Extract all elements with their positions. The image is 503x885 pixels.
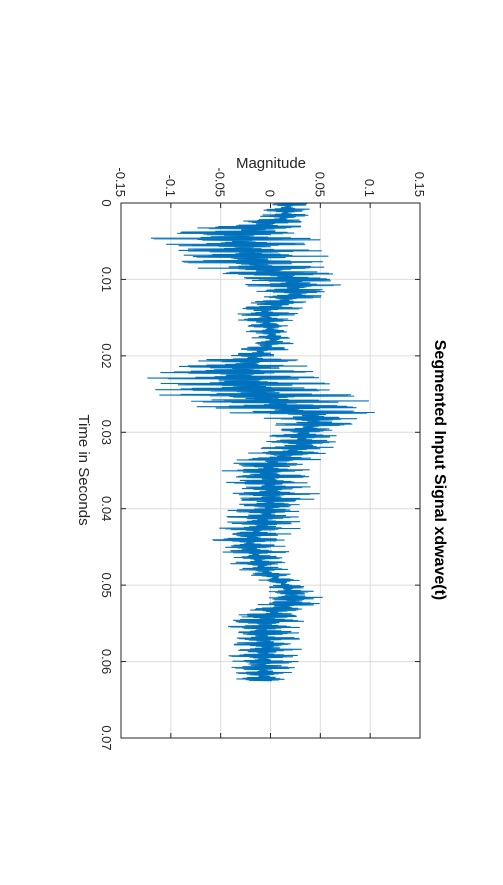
x-tick-label: 0	[99, 199, 114, 206]
x-ticks: 0 0.01 0.02 0.03 0.04 0.05 0.06 0.07	[99, 199, 420, 751]
y-tick-label: -0.15	[113, 167, 128, 197]
y-tick-label: 0	[263, 190, 278, 197]
x-tick-label: 0.05	[99, 572, 114, 597]
y-ticks: -0.15 -0.1 -0.05 0 0.05 0.1 0.15	[113, 167, 427, 738]
signal-line	[147, 202, 375, 682]
y-axis-label: Magnitude	[236, 155, 306, 172]
y-tick-label: 0.1	[362, 179, 377, 197]
signal-series	[147, 202, 375, 682]
x-tick-label: 0.01	[99, 267, 114, 292]
chart-title: Segmented Input Signal xdwave(t)	[431, 340, 448, 600]
rotated-plot: 00.010.020.030.040.050.060.07 -0.15 -0.1-…	[75, 155, 448, 751]
x-tick-label: 0.06	[99, 649, 114, 674]
y-tick-label: 0.15	[412, 172, 427, 197]
x-tick-label: 0.07	[99, 725, 114, 750]
x-tick-label: 0.04	[99, 496, 114, 521]
x-tick-label: 0.03	[99, 420, 114, 445]
x-tick-label: 0.02	[99, 343, 114, 368]
y-tick-label: 0.05	[312, 172, 327, 197]
y-tick-label: -0.1	[163, 175, 178, 197]
x-axis-label: Time in Seconds	[75, 414, 92, 525]
y-tick-label: -0.05	[213, 167, 228, 197]
